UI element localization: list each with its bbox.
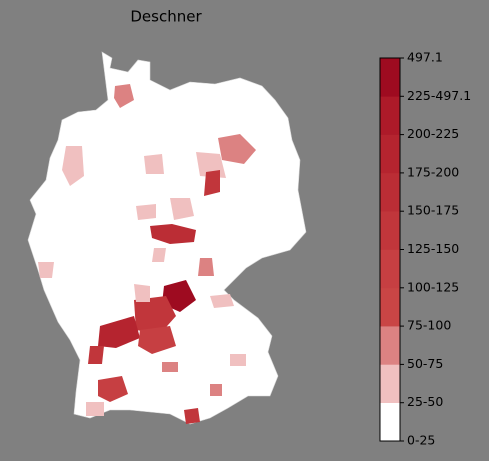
colorbar-label: 25-50 — [407, 394, 443, 409]
district — [210, 294, 234, 308]
colorbar-label: 200-225 — [407, 126, 459, 141]
district-highlights — [38, 84, 256, 424]
colorbar-label: 150-175 — [407, 203, 459, 218]
map-title: Deschner — [130, 8, 202, 26]
colorbar-label: 75-100 — [407, 318, 451, 333]
district — [152, 248, 166, 262]
district — [144, 154, 164, 174]
colorbar-segment — [380, 326, 400, 365]
colorbar-segment — [380, 96, 400, 135]
district — [136, 204, 156, 220]
district — [162, 362, 178, 372]
colorbar-label: 225-497.1 — [407, 88, 471, 103]
colorbar: 0-25 25-50 50-75 75-100 100-125 125-150 150-17… — [379, 50, 471, 448]
colorbar-label: 0-25 — [407, 433, 435, 448]
colorbar-segment — [380, 211, 400, 250]
colorbar-label: 125-150 — [407, 241, 459, 256]
district — [98, 316, 140, 348]
colorbar-label: 497.1 — [407, 50, 443, 65]
district — [138, 326, 176, 354]
district — [98, 376, 128, 402]
district — [204, 170, 220, 196]
district — [210, 384, 222, 396]
colorbar-segment — [380, 287, 400, 327]
colorbar-segment — [380, 249, 400, 289]
district — [114, 84, 134, 108]
colorbar-label: 50-75 — [407, 356, 443, 371]
colorbar-segment — [380, 172, 400, 212]
district — [134, 284, 150, 302]
district — [150, 224, 196, 244]
district — [134, 296, 176, 334]
district — [170, 198, 194, 220]
colorbar-label: 175-200 — [407, 164, 459, 179]
district — [184, 408, 200, 424]
district — [62, 146, 84, 186]
colorbar-segment — [380, 402, 400, 442]
district — [218, 134, 256, 164]
colorbar-segment — [380, 364, 400, 403]
colorbar-segment — [380, 58, 400, 97]
district — [230, 354, 246, 366]
district — [162, 280, 196, 312]
district — [38, 262, 54, 278]
district — [88, 346, 104, 364]
germany-map — [27, 51, 307, 425]
district — [198, 258, 214, 276]
colorbar-segment — [380, 134, 400, 174]
colorbar-label: 100-125 — [407, 279, 459, 294]
district — [86, 402, 104, 416]
